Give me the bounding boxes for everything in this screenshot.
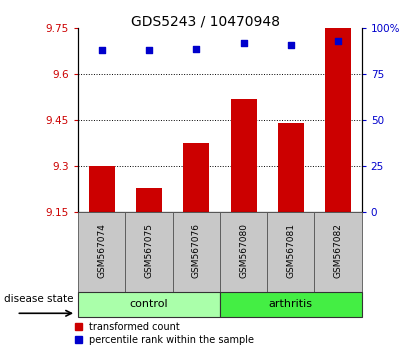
Point xyxy=(240,40,247,46)
Bar xyxy=(89,166,115,212)
Text: GSM567076: GSM567076 xyxy=(192,223,201,278)
Text: GSM567082: GSM567082 xyxy=(334,223,342,278)
Text: arthritis: arthritis xyxy=(269,299,313,309)
Bar xyxy=(183,143,209,212)
Text: GSM567081: GSM567081 xyxy=(286,223,295,278)
Bar xyxy=(78,212,125,292)
Point xyxy=(145,47,152,53)
Text: GSM567075: GSM567075 xyxy=(145,223,153,278)
Bar xyxy=(231,99,256,212)
Bar xyxy=(325,28,351,212)
Point xyxy=(335,38,341,44)
Bar xyxy=(173,212,220,292)
Bar xyxy=(278,124,304,212)
Bar xyxy=(78,292,220,317)
Bar xyxy=(220,212,267,292)
Bar xyxy=(220,292,362,317)
Text: GSM567080: GSM567080 xyxy=(239,223,248,278)
Point xyxy=(287,42,294,48)
Bar xyxy=(125,212,173,292)
Text: GDS5243 / 10470948: GDS5243 / 10470948 xyxy=(131,14,280,28)
Text: disease state: disease state xyxy=(4,294,74,304)
Bar xyxy=(314,212,362,292)
Legend: transformed count, percentile rank within the sample: transformed count, percentile rank withi… xyxy=(75,322,254,344)
Text: control: control xyxy=(130,299,168,309)
Point xyxy=(99,47,105,53)
Bar xyxy=(136,188,162,212)
Bar xyxy=(267,212,314,292)
Point xyxy=(193,46,199,51)
Text: GSM567074: GSM567074 xyxy=(97,223,106,278)
